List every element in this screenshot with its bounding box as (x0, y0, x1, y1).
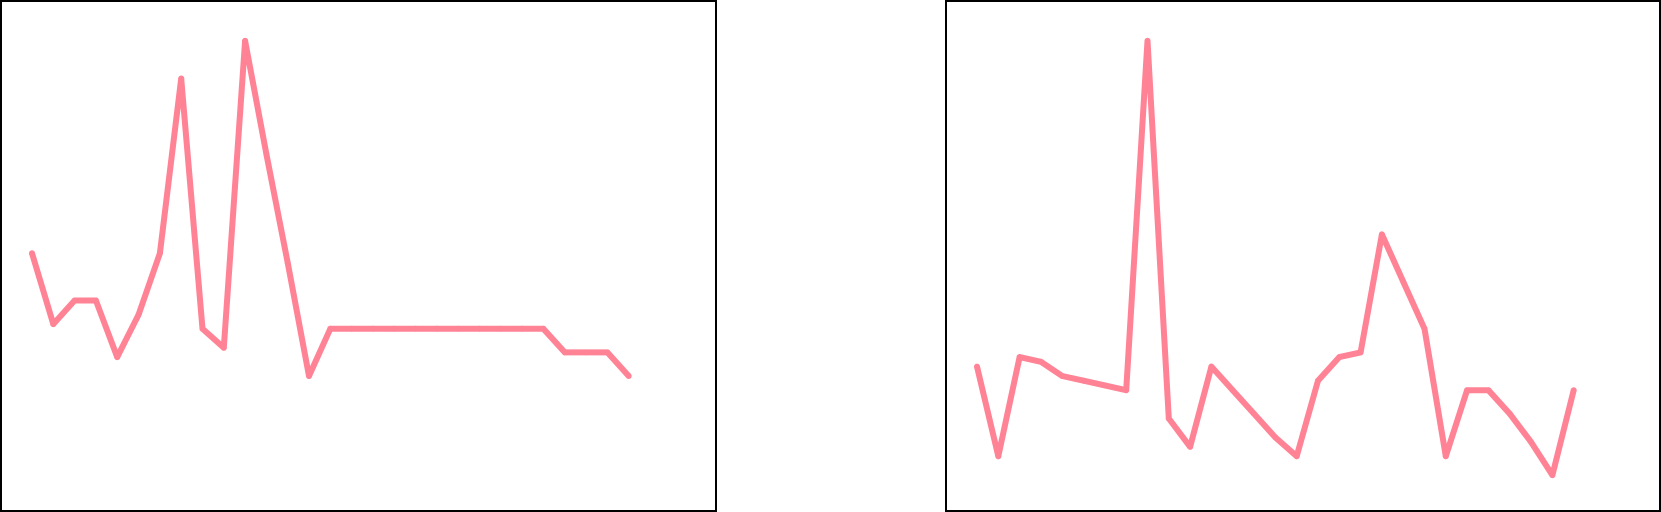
data-point-17 (1336, 354, 1343, 361)
data-point-15 (1293, 453, 1300, 460)
data-point-10 (242, 37, 249, 44)
line-chart-left (29, 37, 632, 379)
series-line-0 (29, 37, 631, 379)
data-point-3 (1037, 358, 1044, 365)
data-point-13 (1251, 410, 1257, 417)
data-point-11 (263, 151, 270, 158)
data-point-6 (156, 250, 163, 257)
data-point-0 (974, 363, 980, 370)
data-point-23 (519, 325, 526, 332)
data-point-8 (1144, 37, 1151, 44)
data-point-1 (995, 453, 1002, 460)
data-point-15 (348, 325, 355, 332)
data-point-7 (178, 75, 185, 82)
data-point-21 (476, 325, 483, 332)
data-point-6 (1101, 382, 1108, 389)
data-point-12 (1229, 387, 1236, 394)
data-point-4 (1059, 373, 1066, 379)
data-point-8 (199, 325, 206, 332)
data-point-9 (220, 344, 227, 351)
data-point-9 (1165, 415, 1172, 422)
data-point-25 (1506, 410, 1513, 417)
data-point-13 (306, 373, 312, 379)
data-point-0 (29, 250, 35, 257)
data-point-3 (92, 297, 99, 304)
data-point-2 (71, 297, 78, 304)
data-point-20 (1400, 278, 1407, 285)
data-point-16 (370, 325, 376, 332)
data-point-20 (455, 325, 462, 332)
chart-panel-left (0, 0, 717, 512)
data-point-14 (327, 325, 334, 332)
line-chart-right (974, 37, 1577, 479)
data-point-26 (583, 349, 590, 356)
data-point-5 (135, 311, 142, 318)
data-point-23 (1464, 387, 1471, 394)
chart-panel-right (945, 0, 1661, 512)
series-line-0 (974, 37, 1577, 479)
data-point-1 (50, 321, 57, 328)
data-point-21 (1421, 325, 1428, 332)
data-point-5 (1080, 377, 1087, 384)
data-point-11 (1208, 363, 1215, 370)
data-point-27 (604, 349, 611, 356)
data-point-12 (284, 259, 291, 266)
data-point-14 (1272, 434, 1279, 441)
data-point-19 (1378, 231, 1385, 238)
data-point-17 (391, 325, 398, 332)
data-point-18 (412, 325, 419, 332)
data-point-16 (1315, 377, 1321, 384)
data-point-4 (114, 354, 121, 361)
data-point-26 (1528, 439, 1535, 446)
data-point-28 (1570, 387, 1577, 394)
data-point-2 (1016, 354, 1023, 361)
data-point-24 (540, 325, 547, 332)
data-point-10 (1187, 443, 1194, 450)
data-point-27 (1549, 472, 1556, 479)
data-point-24 (1485, 387, 1492, 394)
data-point-28 (625, 373, 632, 379)
data-point-22 (497, 325, 504, 332)
data-point-18 (1357, 349, 1364, 356)
data-point-19 (433, 325, 440, 332)
data-point-25 (561, 349, 568, 356)
data-point-22 (1442, 453, 1449, 460)
data-point-7 (1123, 387, 1130, 394)
